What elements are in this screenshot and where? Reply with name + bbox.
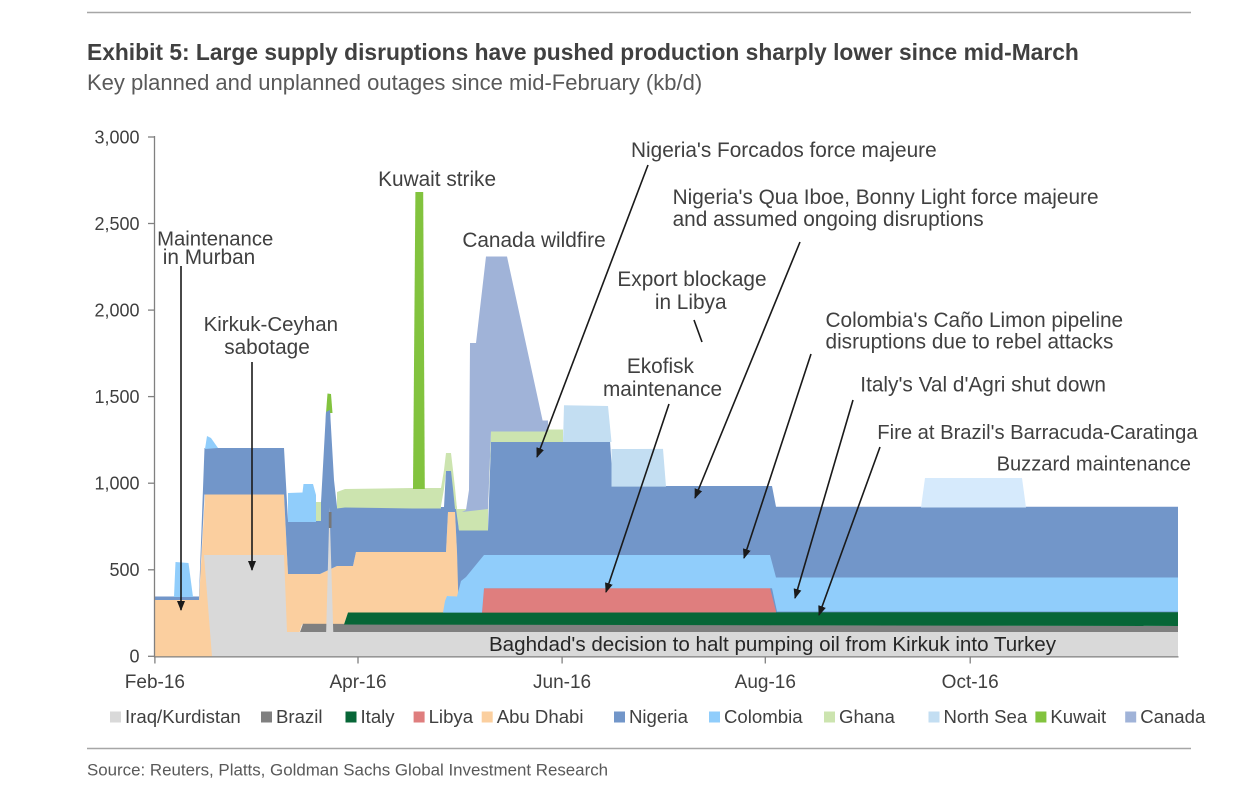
svg-text:Abu Dhabi: Abu Dhabi [497,706,584,727]
svg-text:Jun-16: Jun-16 [533,672,591,693]
svg-text:Nigeria's Qua Iboe, Bonny Ligh: Nigeria's Qua Iboe, Bonny Light force ma… [673,186,1099,209]
svg-text:Exhibit 5: Large supply disrup: Exhibit 5: Large supply disruptions have… [87,39,1079,65]
svg-text:Colombia: Colombia [724,706,803,727]
svg-text:Brazil: Brazil [276,706,323,727]
svg-text:3,000: 3,000 [94,127,139,147]
svg-text:maintenance: maintenance [603,378,722,401]
svg-text:Baghdad's decision to halt pum: Baghdad's decision to halt pumping oil f… [489,633,1057,656]
svg-text:in Libya: in Libya [655,291,727,314]
svg-text:disruptions due to rebel attac: disruptions due to rebel attacks [826,331,1114,354]
svg-text:Key planned and unplanned outa: Key planned and unplanned outages since … [87,70,702,95]
svg-text:Maintenance: Maintenance [157,229,273,251]
svg-text:Italy's Val d'Agri shut down: Italy's Val d'Agri shut down [860,374,1106,397]
svg-text:0: 0 [129,647,139,667]
svg-text:1,500: 1,500 [94,387,139,407]
svg-text:Iraq/Kurdistan: Iraq/Kurdistan [125,706,241,727]
svg-text:and assumed ongoing disruption: and assumed ongoing disruptions [673,208,984,231]
svg-text:Canada: Canada [1140,706,1206,727]
svg-text:Libya: Libya [429,706,474,727]
svg-text:Source: Reuters, Platts, Goldm: Source: Reuters, Platts, Goldman Sachs G… [87,761,608,780]
svg-text:sabotage: sabotage [224,336,310,359]
svg-text:Feb-16: Feb-16 [125,672,185,693]
svg-text:Italy: Italy [361,706,396,727]
svg-text:Colombia's Caño Limon pipeline: Colombia's Caño Limon pipeline [826,309,1124,332]
svg-text:in Murban: in Murban [163,246,255,269]
svg-text:North Sea: North Sea [944,706,1028,727]
svg-text:2,500: 2,500 [94,214,139,234]
svg-text:500: 500 [109,560,139,580]
svg-text:Canada wildfire: Canada wildfire [462,229,605,252]
svg-text:Export blockage: Export blockage [617,268,766,291]
svg-text:Oct-16: Oct-16 [942,672,999,693]
svg-text:Kuwait strike: Kuwait strike [378,168,496,191]
svg-text:Apr-16: Apr-16 [329,672,386,693]
svg-text:2,000: 2,000 [94,301,139,321]
svg-text:Nigeria: Nigeria [629,706,689,727]
svg-text:Fire at Brazil's Barracuda-Car: Fire at Brazil's Barracuda-Caratinga [877,422,1198,444]
svg-text:Nigeria's Forcados force majeu: Nigeria's Forcados force majeure [631,139,937,162]
svg-text:Aug-16: Aug-16 [735,672,796,693]
svg-text:Buzzard maintenance: Buzzard maintenance [997,454,1191,476]
svg-text:Kirkuk-Ceyhan: Kirkuk-Ceyhan [204,313,338,336]
svg-text:Ekofisk: Ekofisk [627,355,695,378]
svg-text:1,000: 1,000 [94,474,139,494]
svg-text:Ghana: Ghana [839,706,895,727]
svg-text:Kuwait: Kuwait [1050,706,1107,727]
